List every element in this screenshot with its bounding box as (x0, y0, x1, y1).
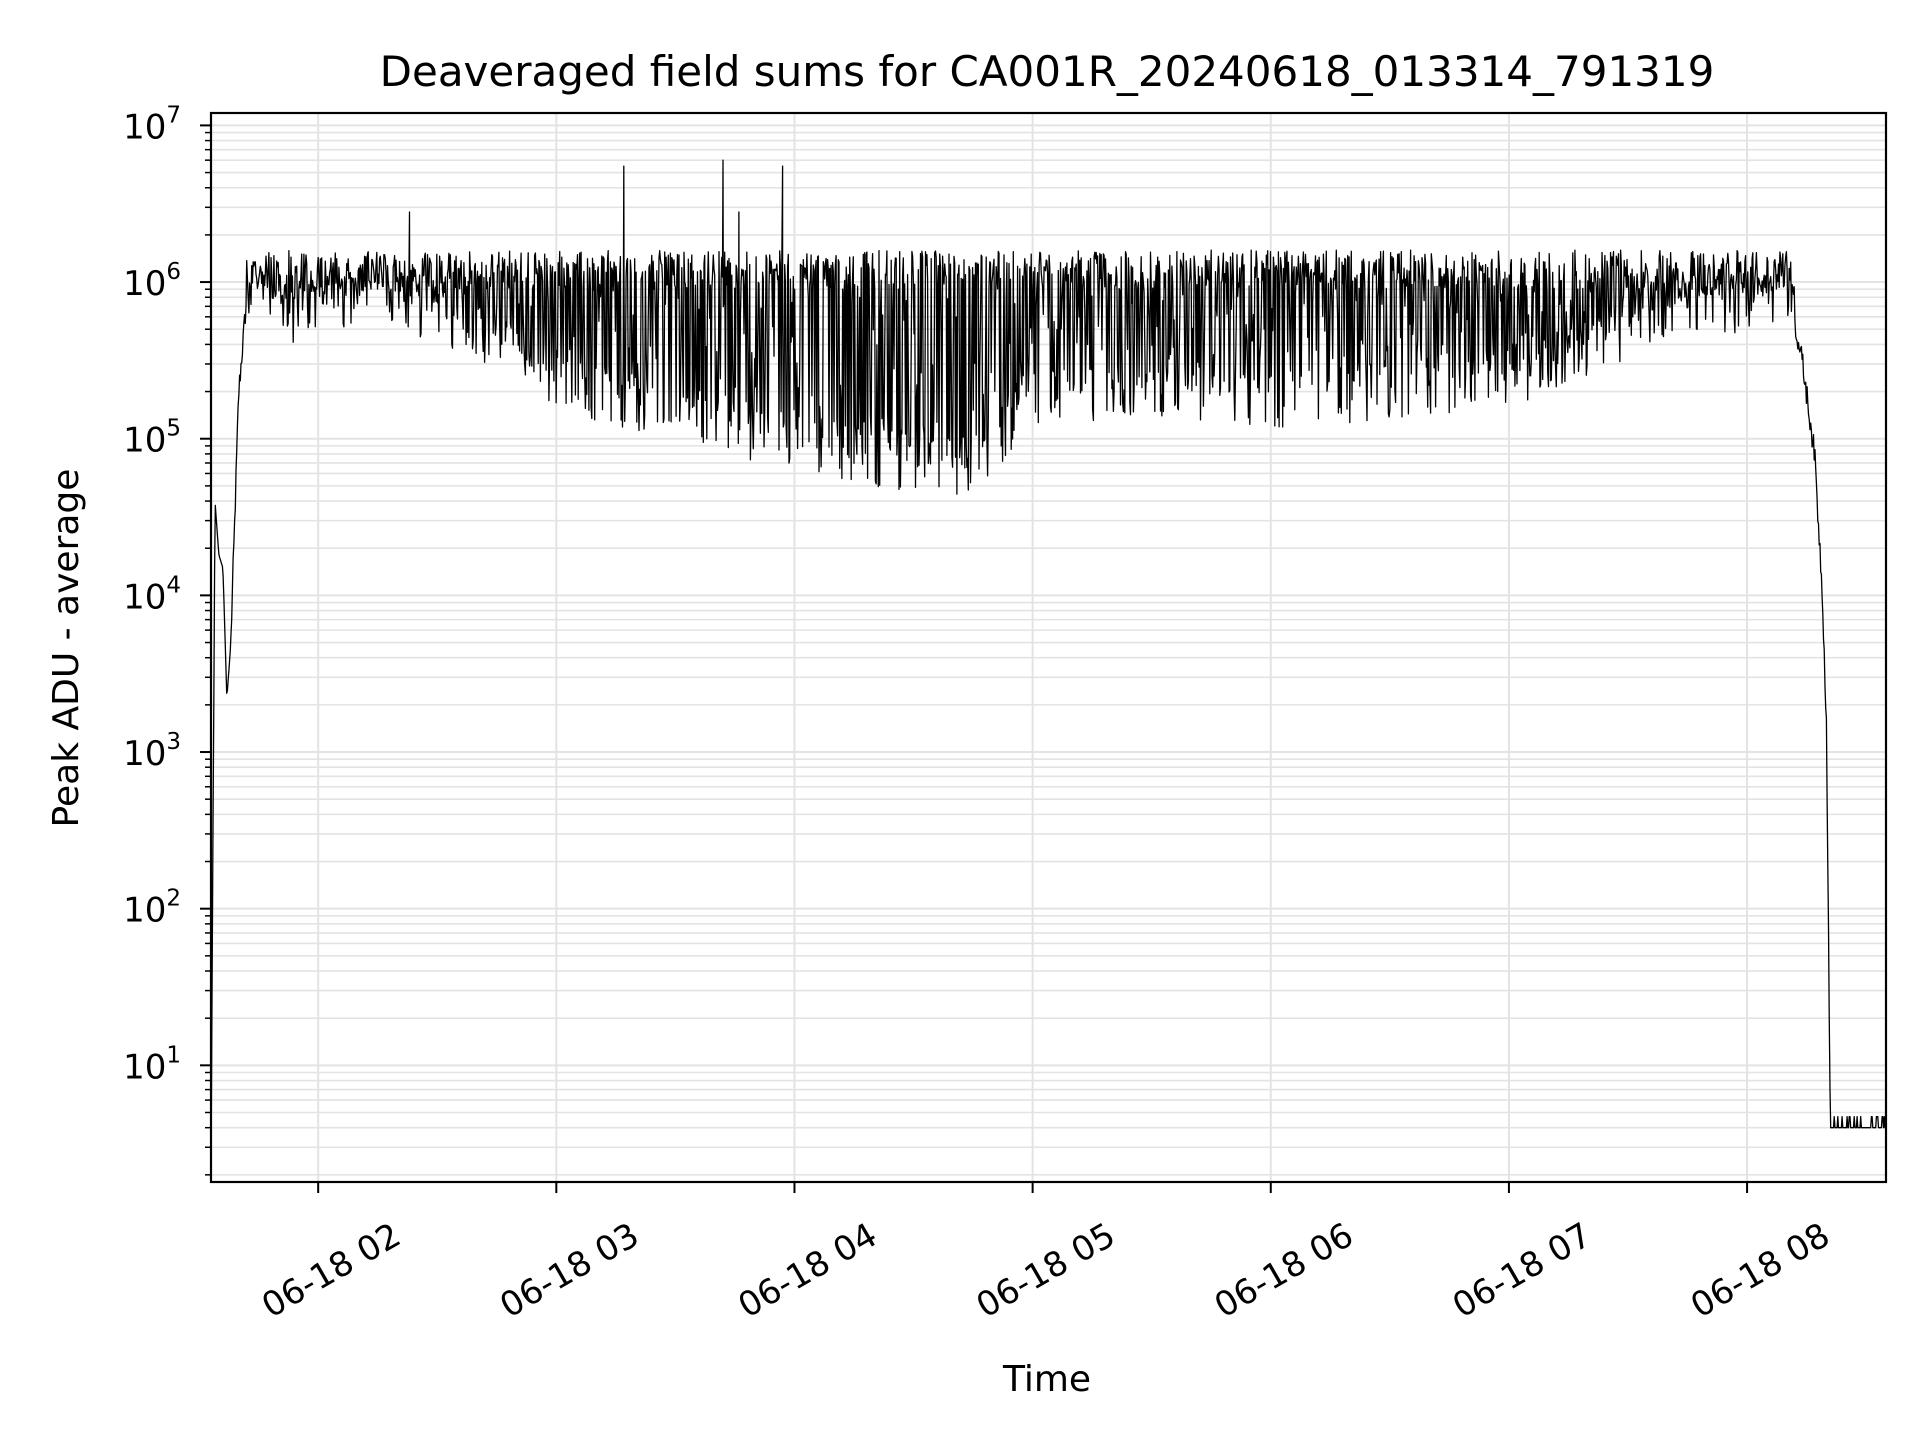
y-tick-label-base: 10 (123, 421, 166, 461)
y-tick-label: 101 (123, 1042, 181, 1087)
y-tick-label-exponent: 7 (166, 102, 181, 128)
plot-area (211, 159, 1886, 1175)
y-tick-label-base: 10 (123, 107, 166, 147)
plot-frame (209, 111, 1888, 1184)
y-tick-label-base: 10 (123, 264, 166, 304)
y-tick-label-exponent: 3 (166, 729, 181, 755)
y-tick-label-exponent: 2 (166, 886, 181, 912)
y-tick-label: 104 (123, 572, 181, 617)
y-tick-label-exponent: 6 (166, 259, 181, 285)
y-tick-label-exponent: 1 (166, 1042, 181, 1068)
y-tick-label: 102 (123, 886, 181, 931)
x-axis-label: Time (1002, 1359, 1091, 1400)
y-tick-label: 107 (123, 102, 181, 147)
data-series-line (211, 159, 1886, 1175)
y-tick-label: 105 (123, 416, 181, 461)
y-tick-label: 103 (123, 729, 181, 774)
y-tick-label-base: 10 (123, 734, 166, 774)
grid (211, 113, 1886, 1182)
y-tick-label-base: 10 (123, 1047, 166, 1087)
y-tick-label-base: 10 (123, 577, 166, 617)
y-axis-label: Peak ADU - average (46, 469, 87, 828)
y-tick-label-base: 10 (123, 891, 166, 931)
y-tick-label-exponent: 5 (166, 416, 181, 442)
chart-title: Deaveraged field sums for CA001R_2024061… (380, 47, 1715, 96)
y-tick-label: 106 (123, 259, 181, 304)
y-tick-label-exponent: 4 (166, 572, 181, 598)
